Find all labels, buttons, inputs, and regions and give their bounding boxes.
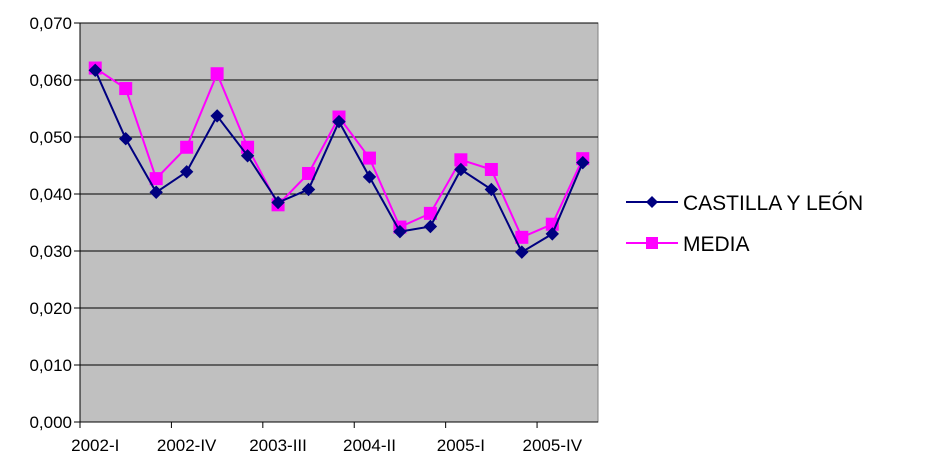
x-tick-label: 2005-I <box>437 436 485 455</box>
x-tick-label: 2004-II <box>343 436 396 455</box>
y-tick-label: 0,030 <box>29 242 72 261</box>
data-point-square <box>302 166 316 180</box>
x-tick-label: 2003-III <box>249 436 307 455</box>
y-tick-label: 0,040 <box>29 185 72 204</box>
data-point-diamond <box>240 149 255 163</box>
legend: CASTILLA Y LEÓN MEDIA <box>626 192 863 256</box>
legend-label: MEDIA <box>683 233 750 256</box>
data-point-diamond <box>454 162 468 177</box>
data-point-square <box>484 162 498 176</box>
legend-marker-diamond <box>646 196 658 208</box>
data-point-diamond <box>301 182 316 197</box>
series-layer <box>88 61 590 259</box>
data-point-diamond <box>118 132 133 146</box>
data-point-diamond <box>362 170 377 184</box>
data-point-diamond <box>576 155 590 170</box>
y-tick-label: 0,070 <box>29 14 72 33</box>
y-tick-label: 0,000 <box>29 413 72 432</box>
data-point-square <box>149 172 163 186</box>
data-point-diamond <box>393 224 407 239</box>
data-point-diamond <box>423 219 438 234</box>
data-point-square <box>119 82 133 96</box>
data-point-diamond <box>545 227 560 241</box>
data-point-diamond <box>332 114 346 129</box>
legend-marker-square <box>646 237 658 249</box>
data-point-diamond <box>210 109 224 123</box>
x-tick-label: 2005-IV <box>523 436 583 455</box>
data-point-diamond <box>179 165 194 179</box>
data-point-square <box>362 151 376 165</box>
data-point-diamond <box>88 63 102 78</box>
y-tick-label: 0,060 <box>29 71 72 90</box>
axes: 0,000 0,010 0,020 0,030 0,040 0,050 0,060 0,070… <box>29 14 598 455</box>
x-tick-label: 2002-I <box>71 436 119 455</box>
plot-area <box>79 22 599 423</box>
data-point-diamond <box>271 195 285 210</box>
x-tick-label: 2002-IV <box>157 436 217 455</box>
data-point-square <box>210 67 224 81</box>
y-tick-label: 0,050 <box>29 128 72 147</box>
data-point-diamond <box>515 245 529 259</box>
gridlines <box>80 22 598 366</box>
data-point-square <box>515 230 529 244</box>
y-tick-label: 0,010 <box>29 356 72 375</box>
y-tick-label: 0,020 <box>29 299 72 318</box>
legend-label: CASTILLA Y LEÓN <box>683 192 863 215</box>
data-point-square <box>180 140 194 154</box>
data-point-diamond <box>149 185 163 199</box>
data-point-diamond <box>484 182 499 197</box>
